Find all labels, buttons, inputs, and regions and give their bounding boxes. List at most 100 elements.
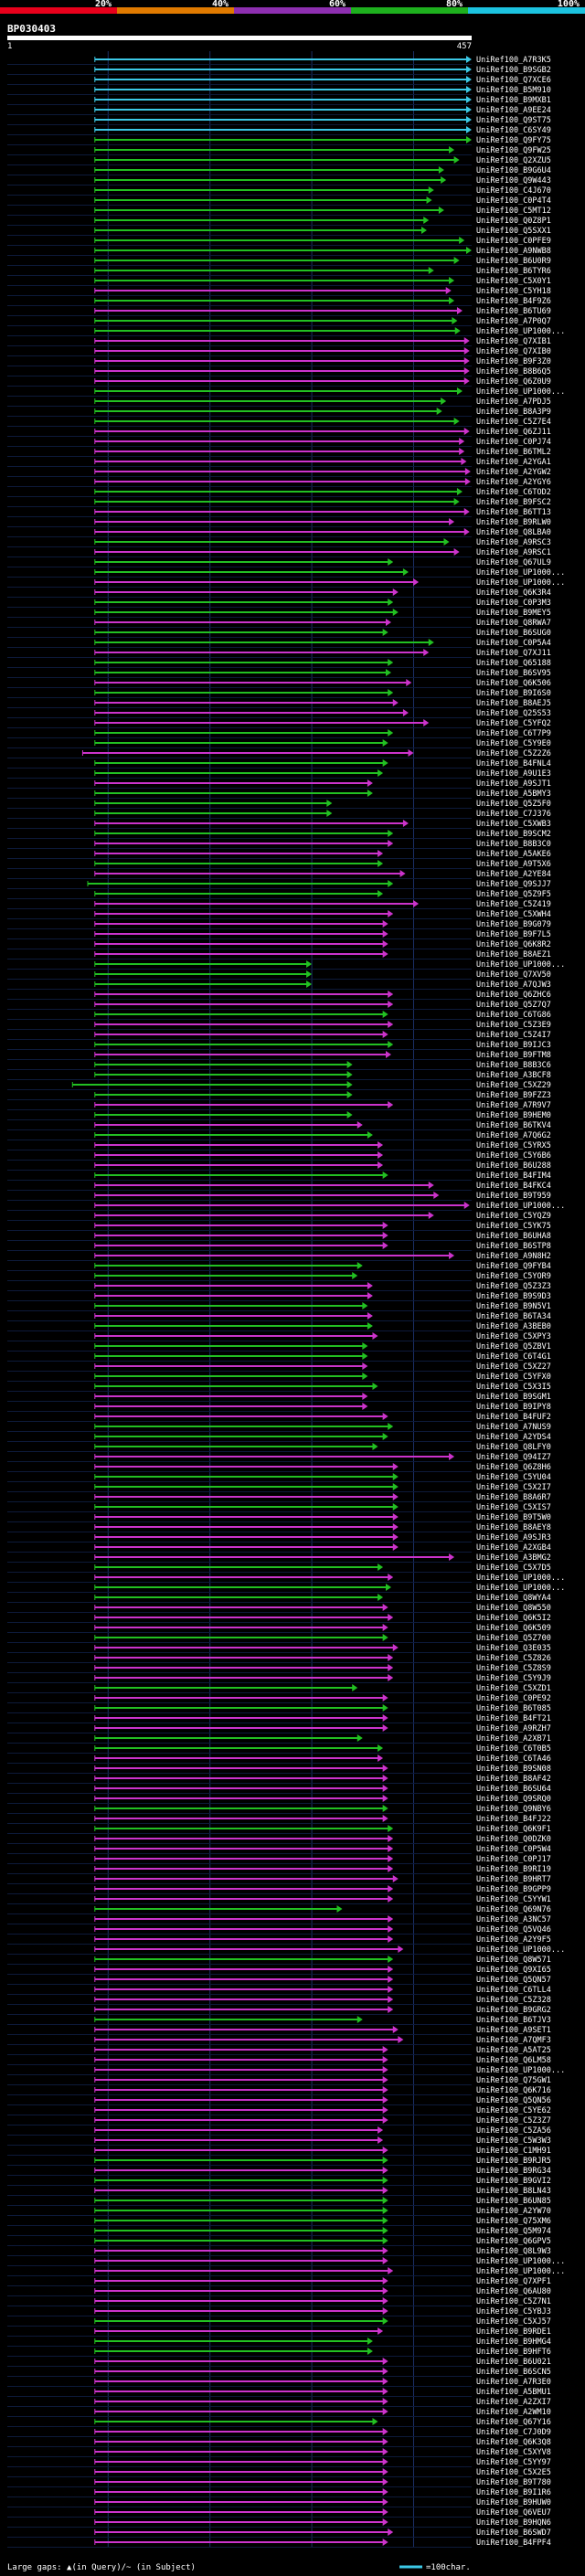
hit-label[interactable]: UniRef100_Q7XIB1 [476,337,551,346]
hit-row[interactable]: UniRef100_B9HFT6 [7,2348,551,2357]
hit-row[interactable]: UniRef100_Q5QN57 [7,1976,551,1985]
hit-label[interactable]: UniRef100_C0P4T4 [476,196,551,206]
hit-label[interactable]: UniRef100_Q6K5I2 [476,1614,551,1623]
hit-row[interactable]: UniRef100_A9RSC1 [7,548,551,557]
hit-row[interactable]: UniRef100_A7QMF3 [7,2036,551,2045]
hit-row[interactable]: UniRef100_UP1000... [7,568,565,578]
hit-label[interactable]: UniRef100_Q5Z9F5 [476,890,551,899]
hit-row[interactable]: UniRef100_Q6K509 [7,1624,551,1633]
hit-row[interactable]: UniRef100_Q7XCE6 [7,76,551,85]
hit-label[interactable]: UniRef100_B8AF42 [476,1775,551,1784]
hit-label[interactable]: UniRef100_C5X2E5 [476,2468,551,2477]
hit-row[interactable]: UniRef100_C5XZD1 [7,1684,551,1693]
hit-row[interactable]: UniRef100_B8B6Q5 [7,367,551,376]
hit-row[interactable]: UniRef100_Q6ZJ11 [7,428,551,437]
hit-row[interactable]: UniRef100_B6TA34 [7,1312,551,1321]
hit-row[interactable]: UniRef100_Q6K716 [7,2086,551,2095]
hit-row[interactable]: UniRef100_C6TA46 [7,1754,551,1764]
hit-label[interactable]: UniRef100_B5M910 [476,86,551,95]
hit-label[interactable]: UniRef100_Q8WYA4 [476,1594,551,1603]
hit-label[interactable]: UniRef100_Q2XZU5 [476,156,551,165]
hit-row[interactable]: UniRef100_A5BMY3 [7,790,551,799]
hit-row[interactable]: UniRef100_Q8L9W3 [7,2247,551,2256]
hit-label[interactable]: UniRef100_A2XB71 [476,1734,551,1744]
hit-row[interactable]: UniRef100_C5X0Y1 [7,277,551,286]
hit-row[interactable]: UniRef100_B4FNL4 [7,759,551,769]
hit-label[interactable]: UniRef100_UP1000... [476,578,565,588]
hit-row[interactable]: UniRef100_B6SUG0 [7,629,551,638]
hit-row[interactable]: UniRef100_C5X2I7 [7,1483,551,1492]
hit-row[interactable]: UniRef100_B9SGM1 [7,1393,551,1402]
hit-row[interactable]: UniRef100_B9S9D3 [7,1292,551,1301]
hit-label[interactable]: UniRef100_A3BMG2 [476,1553,551,1563]
hit-label[interactable]: UniRef100_A7NUS9 [476,1423,551,1432]
hit-row[interactable]: UniRef100_C7J376 [7,810,551,819]
hit-row[interactable]: UniRef100_Q8RWA7 [7,619,551,628]
hit-label[interactable]: UniRef100_Q0Z8P1 [476,217,551,226]
hit-label[interactable]: UniRef100_C5XZ27 [476,1362,551,1372]
hit-row[interactable]: UniRef100_Q6ZHC6 [7,991,551,1000]
hit-label[interactable]: UniRef100_C1MH91 [476,2147,551,2156]
hit-row[interactable]: UniRef100_UP1000... [7,578,565,588]
hit-label[interactable]: UniRef100_B9HQN6 [476,2518,551,2528]
hit-row[interactable]: UniRef100_Q5Z9F5 [7,890,551,899]
hit-label[interactable]: UniRef100_B9RG34 [476,2167,551,2176]
hit-label[interactable]: UniRef100_C5Z8S9 [476,1664,551,1673]
hit-row[interactable]: UniRef100_B4FJ22 [7,1815,551,1824]
hit-row[interactable]: UniRef100_A7P0Q7 [7,317,551,326]
hit-row[interactable]: UniRef100_C5W3W3 [7,2136,551,2146]
hit-row[interactable]: UniRef100_Q25S53 [7,709,551,718]
hit-row[interactable]: UniRef100_B6SWD7 [7,2528,551,2538]
hit-label[interactable]: UniRef100_Q8LFY0 [476,1443,551,1452]
hit-label[interactable]: UniRef100_C0P3M3 [476,599,551,608]
hit-row[interactable]: UniRef100_B9RJR5 [7,2157,551,2166]
hit-label[interactable]: UniRef100_Q5M974 [476,2227,551,2236]
hit-label[interactable]: UniRef100_Q8L9W3 [476,2247,551,2256]
hit-row[interactable]: UniRef100_A5AKE6 [7,850,551,859]
hit-label[interactable]: UniRef100_B9GVI2 [476,2177,551,2186]
hit-label[interactable]: UniRef100_B9IPY8 [476,1403,551,1412]
hit-row[interactable]: UniRef100_Q5M974 [7,2227,551,2236]
hit-row[interactable]: UniRef100_A9T5X6 [7,860,551,869]
hit-label[interactable]: UniRef100_B9SN08 [476,1765,551,1774]
hit-label[interactable]: UniRef100_Q69N76 [476,1905,551,1914]
hit-row[interactable]: UniRef100_Q8WYA4 [7,1594,551,1603]
hit-row[interactable]: UniRef100_A9SJR3 [7,1533,551,1542]
hit-row[interactable]: UniRef100_A2XGB4 [7,1543,551,1553]
hit-label[interactable]: UniRef100_A9EE24 [476,106,551,115]
hit-row[interactable]: UniRef100_Q9FW25 [7,146,551,155]
hit-label[interactable]: UniRef100_C6T7P9 [476,729,551,738]
hit-label[interactable]: UniRef100_C7J376 [476,810,551,819]
hit-label[interactable]: UniRef100_B9S9D3 [476,1292,551,1301]
hit-row[interactable]: UniRef100_B9SGB2 [7,66,551,75]
hit-row[interactable]: UniRef100_Q5VQ46 [7,1925,551,1935]
hit-label[interactable]: UniRef100_Q5SXX1 [476,227,551,236]
hit-label[interactable]: UniRef100_Q9FYB4 [476,1262,551,1271]
hit-label[interactable]: UniRef100_B8B3C0 [476,840,551,849]
hit-label[interactable]: UniRef100_Q9SJJ7 [476,880,551,889]
hit-label[interactable]: UniRef100_B6TA34 [476,1312,551,1321]
hit-label[interactable]: UniRef100_C5Y9J9 [476,1674,551,1683]
hit-row[interactable]: UniRef100_B8LN43 [7,2187,551,2196]
hit-label[interactable]: UniRef100_A9SJT1 [476,779,551,789]
hit-label[interactable]: UniRef100_B4FT21 [476,1714,551,1723]
hit-label[interactable]: UniRef100_A7R9V7 [476,1101,551,1110]
hit-row[interactable]: UniRef100_UP1000... [7,2267,565,2276]
hit-label[interactable]: UniRef100_C5ZA56 [476,2126,551,2136]
hit-label[interactable]: UniRef100_C7J0D9 [476,2428,551,2437]
hit-label[interactable]: UniRef100_UP1000... [476,1202,565,1211]
hit-label[interactable]: UniRef100_B9T5W0 [476,1513,551,1522]
hit-row[interactable]: UniRef100_B9HMG4 [7,2337,551,2347]
hit-label[interactable]: UniRef100_Q7XV50 [476,970,551,980]
hit-row[interactable]: UniRef100_C5YRX5 [7,1141,551,1150]
hit-label[interactable]: UniRef100_C5Z7N1 [476,2297,551,2306]
hit-row[interactable]: UniRef100_B8A6R7 [7,1493,551,1502]
hit-row[interactable]: UniRef100_C0PE92 [7,1694,551,1703]
hit-label[interactable]: UniRef100_A5AKE6 [476,850,551,859]
hit-label[interactable]: UniRef100_B9F7L5 [476,930,551,939]
hit-label[interactable]: UniRef100_A2XGB4 [476,1543,551,1553]
hit-label[interactable]: UniRef100_Q6K3R4 [476,588,551,598]
hit-row[interactable]: UniRef100_Q6AU80 [7,2287,551,2296]
hit-row[interactable]: UniRef100_Q8W571 [7,1956,551,1965]
hit-row[interactable]: UniRef100_B9T780 [7,2478,551,2487]
